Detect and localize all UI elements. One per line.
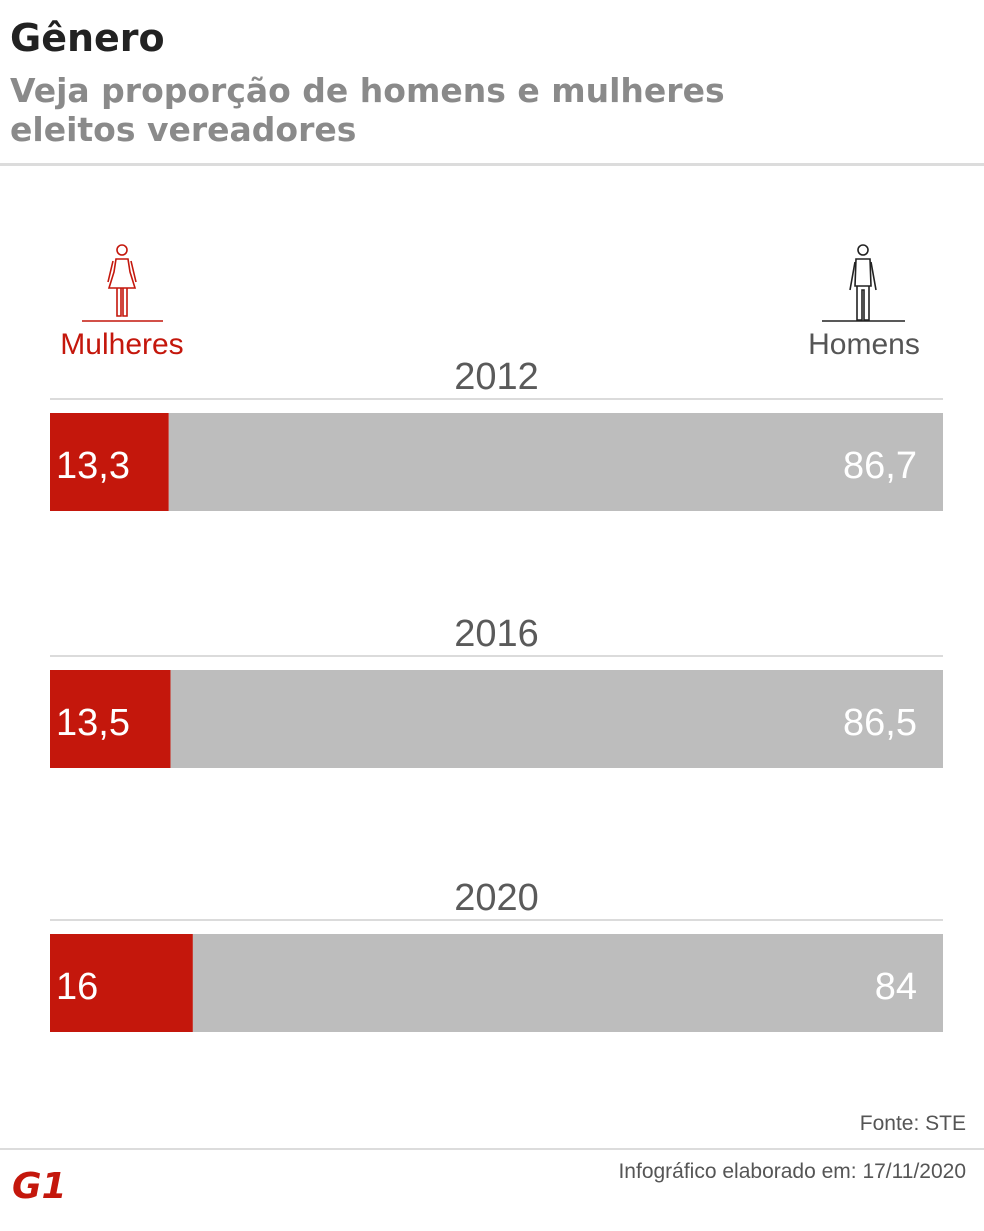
stacked-bar-chart: Mulheres Homens 2012 13,3 86,7 2016 13,5 86,5… [50,244,944,1032]
g1-logo: G1 [12,1166,67,1204]
page-title: Gênero [10,16,165,60]
year-label: 2020 [454,877,539,919]
bar-group-2016: 2016 13,5 86,5 [50,613,943,768]
year-label: 2012 [454,356,539,398]
source-note: Fonte: STE [859,1112,966,1135]
man-icon [849,244,877,321]
bar-group-2012: 2012 13,3 86,7 [50,356,944,511]
woman-icon [107,244,137,317]
credit-note: Infográfico elaborado em: 17/11/2020 [618,1160,966,1183]
bar-men-2016 [170,670,943,768]
value-label-women: 13,3 [56,445,130,487]
legend-men-label: Homens [808,328,920,361]
value-label-women: 13,5 [56,702,130,744]
legend-men: Homens [808,244,920,361]
bar-men-2012 [168,413,944,511]
bar-group-2020: 2020 16 84 [50,877,943,1032]
value-label-men: 84 [875,966,917,1008]
value-label-women: 16 [56,966,98,1008]
page-subtitle: Veja proporção de homens e mulheres elei… [10,71,725,149]
value-label-men: 86,7 [843,445,917,487]
legend-women: Mulheres [60,244,184,361]
year-label: 2016 [454,613,539,655]
value-label-men: 86,5 [843,702,917,744]
svg-text:G1: G1 [12,1166,67,1204]
header-divider [0,163,984,166]
bar-men-2020 [192,934,943,1032]
legend-women-label: Mulheres [60,328,183,361]
bar-groups: 2012 13,3 86,7 2016 13,5 86,5 2020 16 84 [50,356,944,1032]
footer-divider [0,1148,984,1150]
bar-women-2020 [50,934,193,1032]
bar-women-2012 [50,413,169,511]
bar-women-2016 [50,670,171,768]
